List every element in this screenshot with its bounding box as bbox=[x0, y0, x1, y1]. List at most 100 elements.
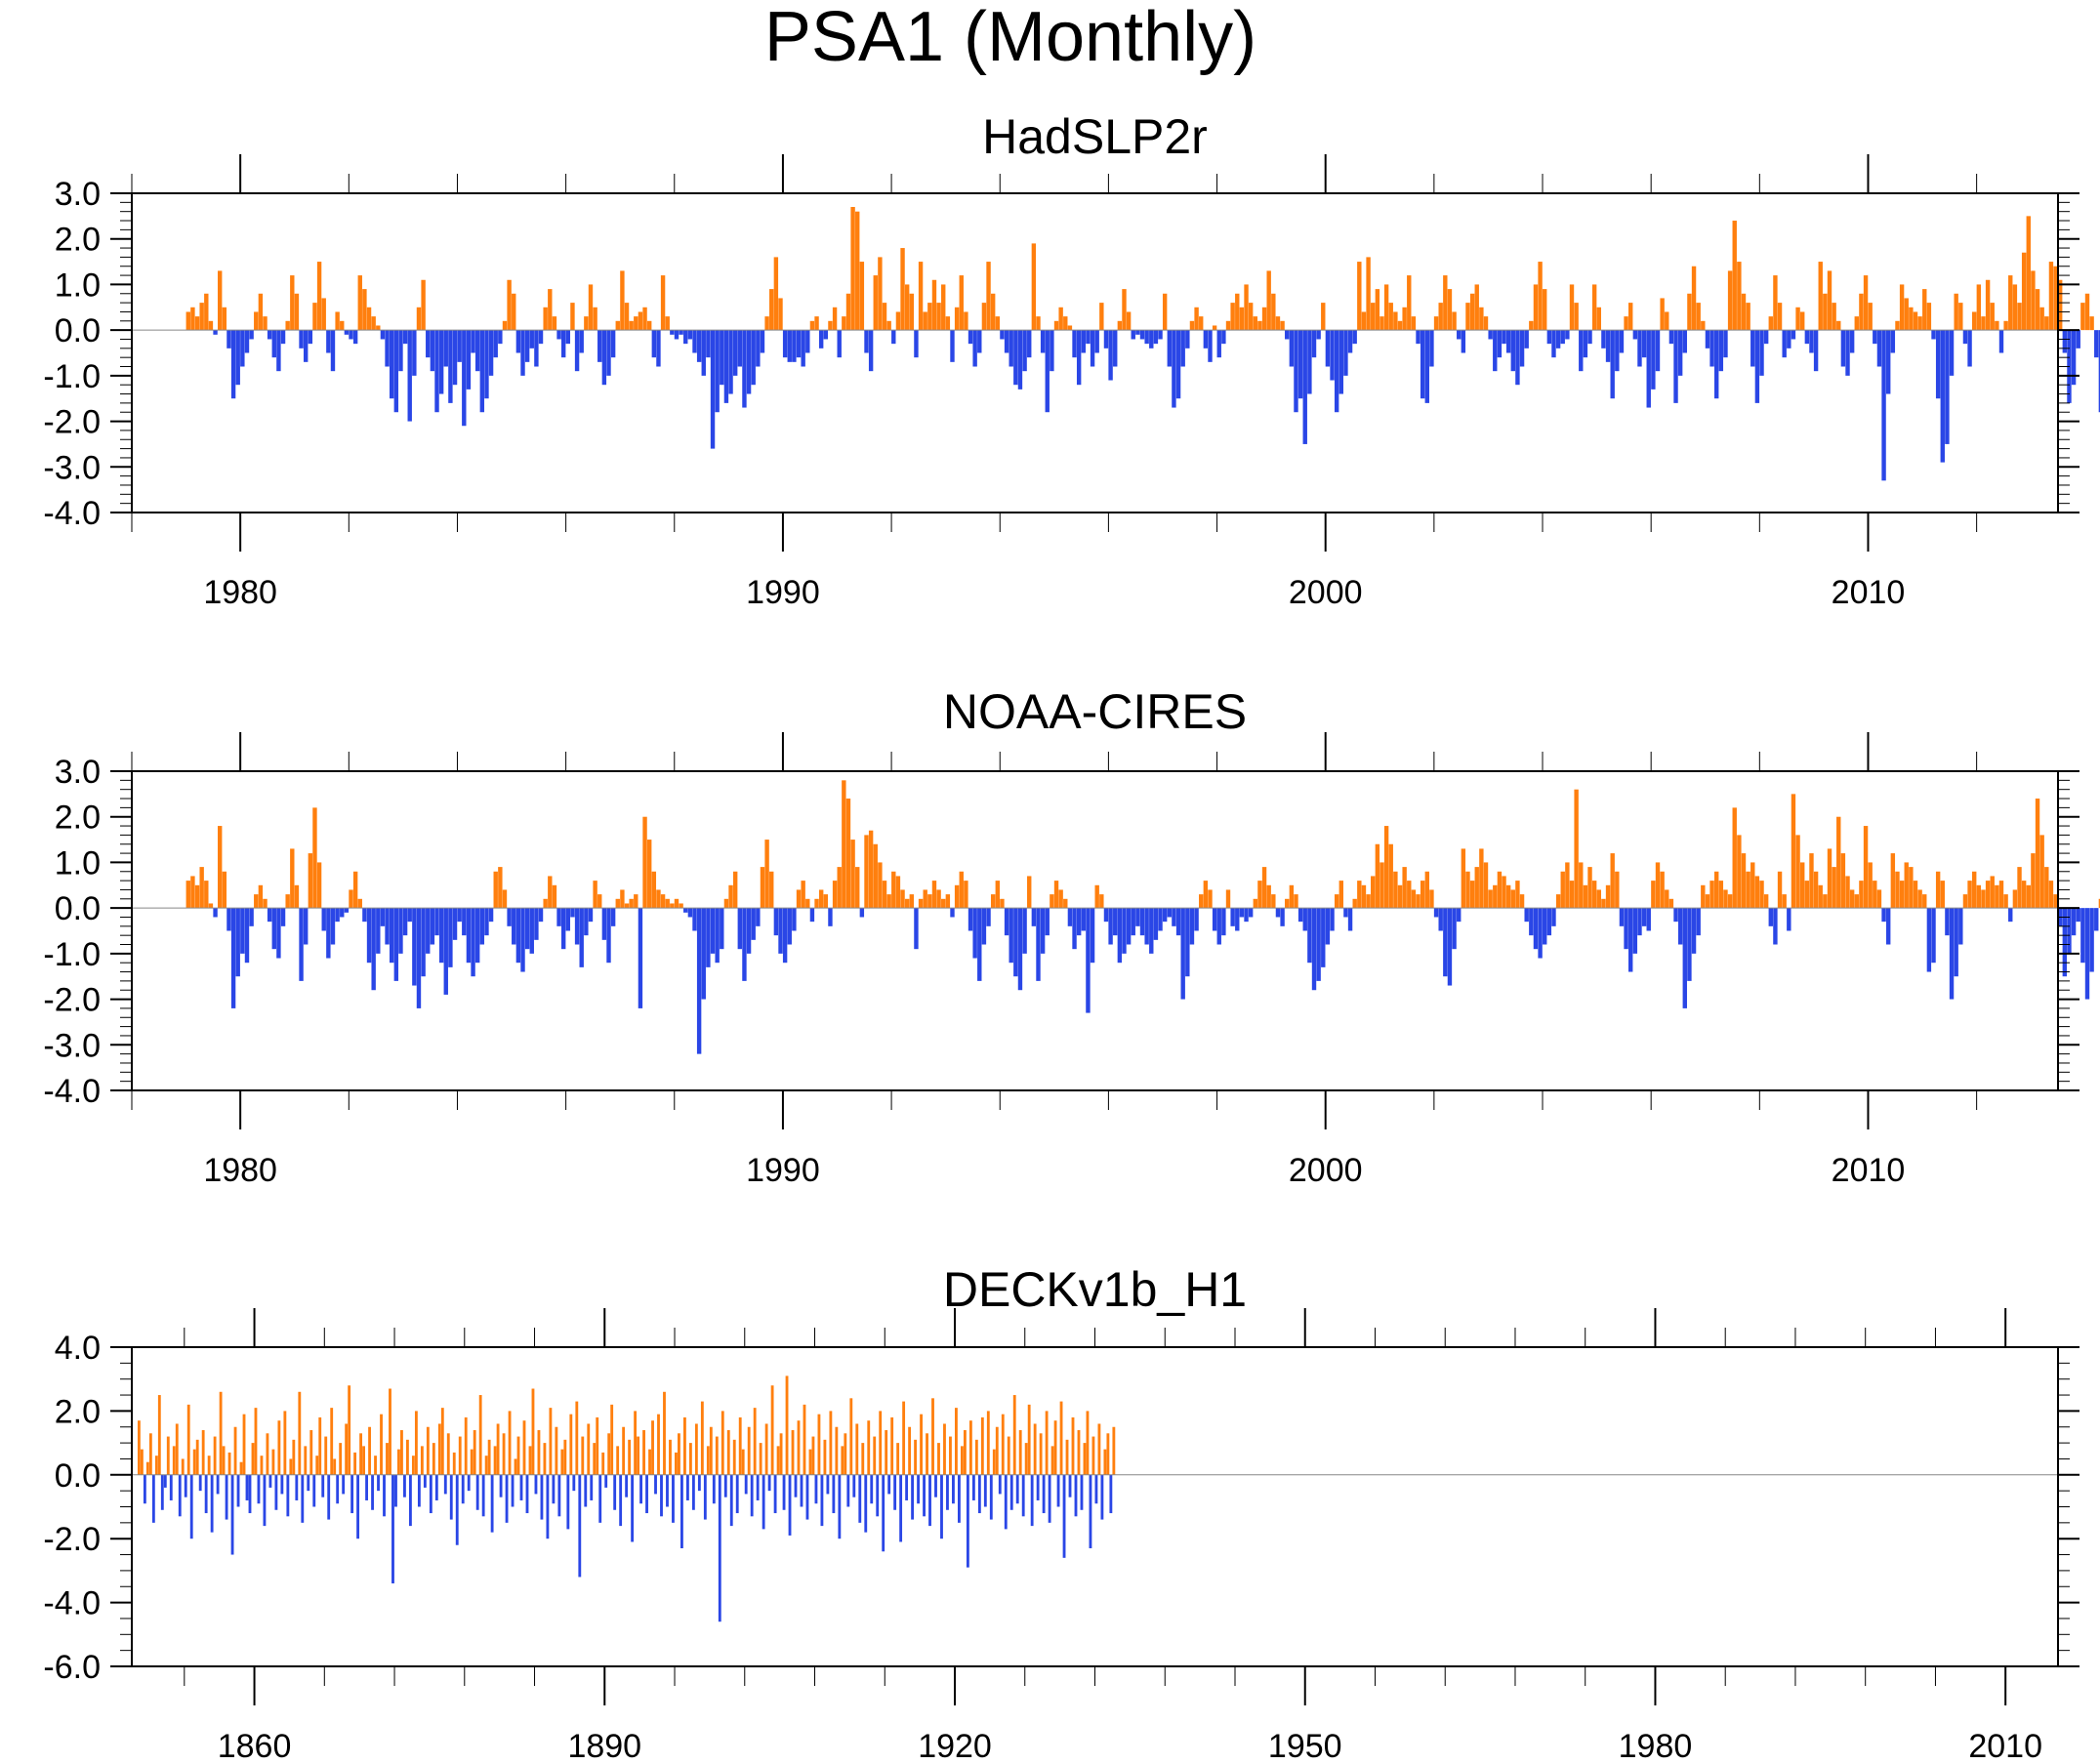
bar-negative bbox=[1167, 330, 1172, 367]
y-tick-label: 2.0 bbox=[55, 1393, 101, 1430]
bar-positive bbox=[785, 1375, 789, 1475]
bar-positive bbox=[2031, 853, 2036, 909]
bar-positive bbox=[420, 1446, 424, 1475]
bar-negative bbox=[715, 330, 720, 413]
bar-negative bbox=[380, 330, 386, 340]
bar-positive bbox=[366, 307, 372, 331]
bar-negative bbox=[588, 908, 594, 923]
bar-positive bbox=[1701, 884, 1706, 909]
bar-negative bbox=[746, 908, 752, 954]
bar-negative bbox=[579, 908, 584, 967]
bar-positive bbox=[900, 889, 905, 909]
bar-negative bbox=[670, 330, 675, 335]
bar-negative bbox=[809, 908, 815, 923]
bar-negative bbox=[619, 1474, 623, 1527]
bar-negative bbox=[899, 1474, 903, 1542]
bar-negative bbox=[1696, 908, 1701, 936]
bar-negative bbox=[639, 1474, 642, 1504]
bar-negative bbox=[389, 908, 394, 964]
bar-negative bbox=[1139, 330, 1145, 340]
bar-negative bbox=[1330, 330, 1335, 381]
bar-negative bbox=[1009, 330, 1013, 367]
bar-positive bbox=[832, 881, 838, 909]
bar-negative bbox=[240, 908, 245, 954]
bar-positive bbox=[1438, 303, 1443, 331]
bar-negative bbox=[163, 1474, 167, 1488]
y-tick-label: 4.0 bbox=[55, 1330, 101, 1367]
bar-positive bbox=[923, 889, 927, 909]
bar-negative bbox=[696, 330, 702, 362]
bar-positive bbox=[2039, 835, 2044, 909]
bar-positive bbox=[204, 881, 209, 909]
bar-negative bbox=[1849, 330, 1855, 353]
bar-negative bbox=[267, 330, 272, 340]
plot-frame bbox=[131, 770, 2059, 1091]
bar-negative bbox=[1021, 1474, 1025, 1517]
bar-positive bbox=[1203, 881, 1209, 909]
bar-negative bbox=[1153, 908, 1159, 940]
bar-negative bbox=[263, 1474, 267, 1527]
bar-negative bbox=[1347, 908, 1353, 931]
bar-negative bbox=[1103, 908, 1109, 923]
bar-negative bbox=[534, 908, 539, 940]
bar-negative bbox=[604, 1474, 608, 1488]
bar-negative bbox=[1048, 1474, 1051, 1523]
bar-positive bbox=[986, 1411, 990, 1475]
bar-negative bbox=[1546, 908, 1552, 936]
bar-positive bbox=[1465, 871, 1470, 909]
bar-negative bbox=[2062, 908, 2068, 977]
bar-positive bbox=[1981, 889, 1986, 909]
bar-positive bbox=[1162, 293, 1168, 331]
bar-negative bbox=[977, 908, 982, 981]
bar-positive bbox=[1723, 889, 1728, 909]
bar-positive bbox=[2044, 867, 2049, 909]
bar-positive bbox=[357, 898, 362, 909]
bar-negative bbox=[625, 1474, 629, 1497]
series-bars bbox=[185, 207, 2100, 481]
bar-positive bbox=[593, 881, 597, 909]
bar-negative bbox=[1103, 330, 1109, 349]
bar-negative bbox=[1135, 330, 1140, 335]
bar-positive bbox=[828, 320, 833, 331]
bar-positive bbox=[549, 1408, 553, 1475]
bar-positive bbox=[2035, 799, 2040, 909]
bar-positive bbox=[1746, 303, 1750, 331]
bar-positive bbox=[642, 816, 647, 909]
bar-negative bbox=[391, 1474, 394, 1583]
bar-negative bbox=[1587, 330, 1592, 345]
bar-negative bbox=[2094, 330, 2099, 358]
bar-positive bbox=[778, 298, 783, 331]
bar-negative bbox=[751, 330, 756, 386]
bar-negative bbox=[249, 330, 254, 340]
bar-negative bbox=[1754, 330, 1760, 403]
bar-positive bbox=[1972, 311, 1977, 331]
bar-negative bbox=[184, 1474, 187, 1497]
bar-negative bbox=[1619, 330, 1625, 353]
y-tick-label: 0.0 bbox=[55, 1457, 101, 1495]
bar-positive bbox=[959, 275, 964, 331]
bar-negative bbox=[679, 330, 683, 335]
bar-positive bbox=[670, 903, 675, 909]
bar-negative bbox=[1239, 908, 1245, 918]
bar-negative bbox=[299, 908, 304, 981]
bar-negative bbox=[1791, 330, 1796, 340]
bar-negative bbox=[645, 1474, 648, 1514]
bar-negative bbox=[710, 330, 716, 449]
bar-positive bbox=[624, 903, 630, 909]
bar-negative bbox=[701, 908, 706, 1000]
bar-positive bbox=[1813, 871, 1819, 909]
bar-positive bbox=[1493, 884, 1498, 909]
bar-positive bbox=[1876, 889, 1882, 909]
bar-positive bbox=[1845, 876, 1850, 909]
bar-positive bbox=[1383, 826, 1389, 909]
bar-negative bbox=[402, 330, 408, 345]
bar-positive bbox=[263, 898, 268, 909]
bar-negative bbox=[189, 1474, 193, 1539]
bar-negative bbox=[905, 1474, 909, 1500]
bar-positive bbox=[1823, 894, 1828, 909]
bar-negative bbox=[1316, 330, 1321, 340]
bar-negative bbox=[864, 330, 869, 353]
bar-positive bbox=[2008, 275, 2013, 331]
bar-positive bbox=[891, 871, 896, 909]
bar-negative bbox=[1131, 330, 1135, 340]
